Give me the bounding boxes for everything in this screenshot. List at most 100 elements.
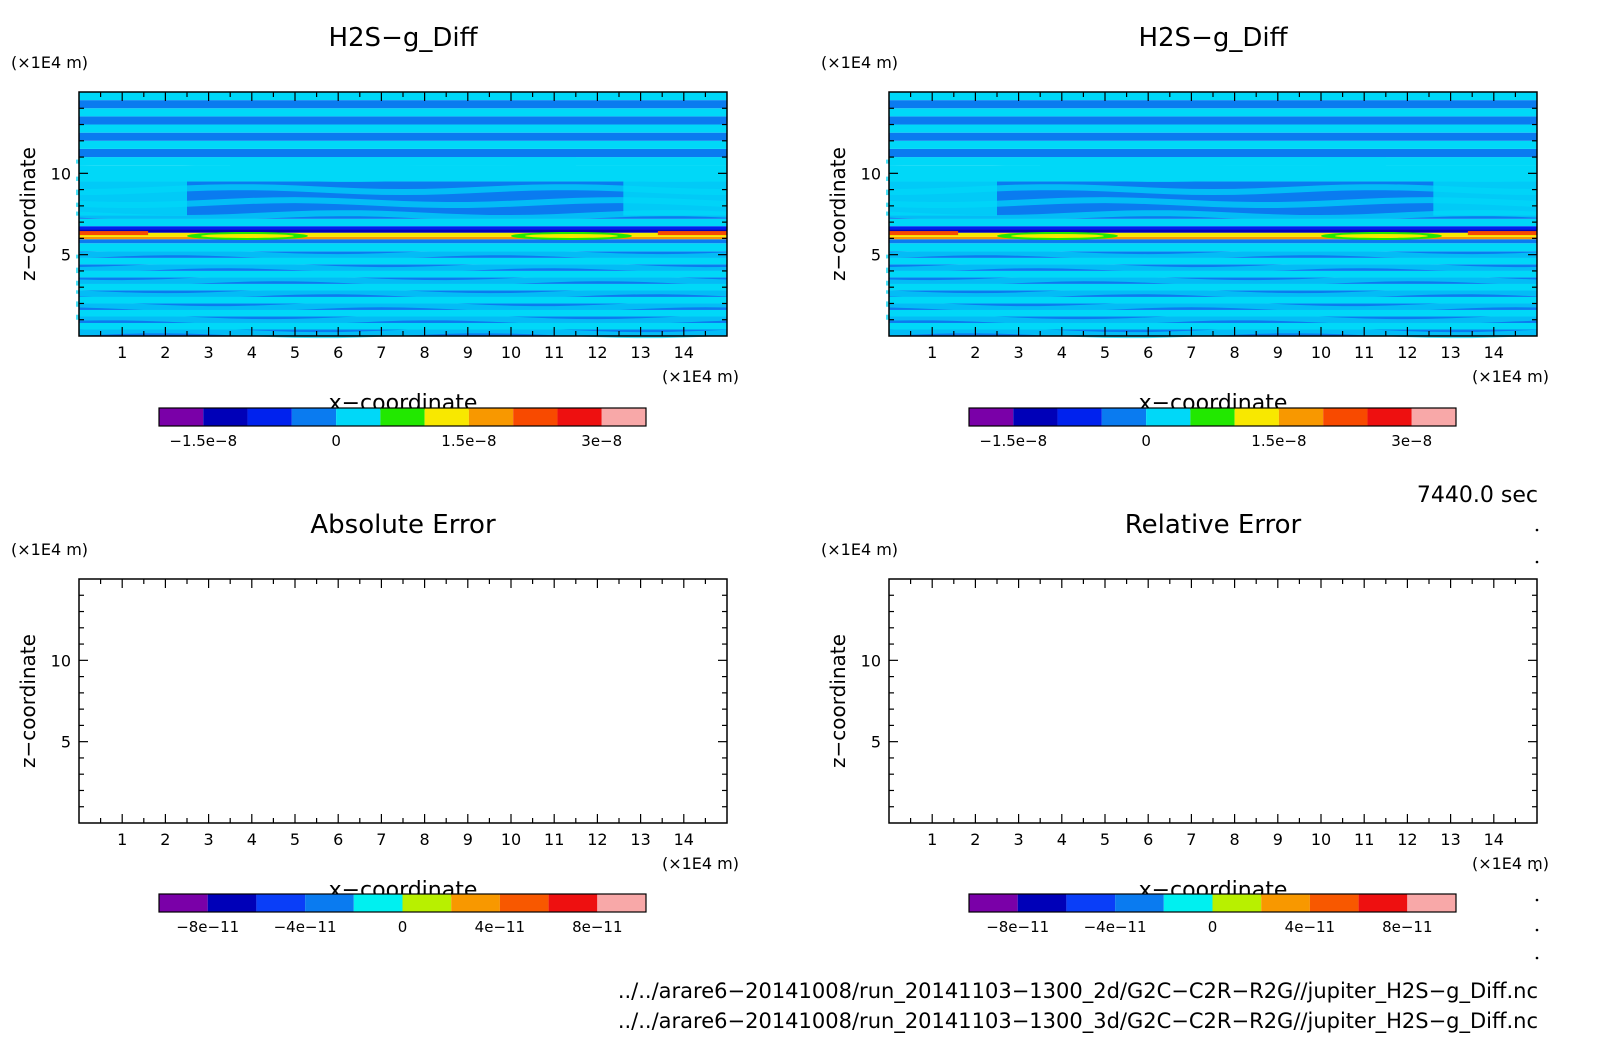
panel-title: Relative Error [1125, 510, 1302, 540]
file-path: ../../arare6−20141008/run_20141103−1300_… [618, 979, 1538, 1004]
field-band [79, 296, 727, 304]
x-tick-label: 5 [290, 343, 300, 362]
colorbar-swatch [207, 894, 257, 912]
colorbar-label: 3e−8 [1391, 432, 1432, 450]
x-tick-label: 8 [1230, 830, 1240, 849]
field-contour [76, 314, 728, 326]
colorbar-swatch [159, 894, 208, 912]
x-tick-label: 14 [1484, 343, 1504, 362]
y-tick-label: 10 [51, 651, 71, 670]
x-tick-label: 10 [1311, 830, 1331, 849]
field-pocket [230, 157, 576, 174]
field-band [79, 226, 727, 230]
field-band [79, 232, 727, 237]
colorbar-swatch [1101, 408, 1147, 426]
colorbar-frame [158, 407, 647, 427]
field-band [889, 100, 1537, 109]
field-band [889, 124, 1537, 133]
colorbar-swatch [1017, 894, 1067, 912]
colorbar-swatch [969, 408, 1014, 426]
colorbar-swatch [159, 408, 204, 426]
panel-title: Absolute Error [310, 510, 496, 540]
y-axis-label: z−coordinate [16, 634, 40, 768]
x-tick-label: 9 [1273, 343, 1283, 362]
colorbar-label: −8e−11 [176, 918, 239, 936]
field-band [889, 232, 1537, 237]
colorbar-swatch [1367, 408, 1412, 426]
field-band [889, 140, 1537, 149]
field-contour [886, 210, 1538, 222]
colorbar-swatch [1278, 408, 1324, 426]
x-tick-label: 7 [376, 343, 386, 362]
colorbar-frame [968, 893, 1457, 913]
colorbar-label: 4e−11 [1285, 918, 1335, 936]
colorbar-swatch [513, 408, 558, 426]
field-edge-strip [657, 231, 727, 236]
margin-dot [1535, 928, 1539, 932]
field-band [79, 132, 727, 141]
colorbar-swatch [557, 408, 602, 426]
field-band [889, 226, 1537, 230]
field-pocket [623, 173, 727, 216]
plot-area [889, 579, 1537, 823]
field-band [889, 283, 1537, 291]
x-tick-label: 5 [1100, 830, 1110, 849]
field-lens-core [200, 233, 295, 238]
colorbar-swatch [402, 894, 452, 912]
colorbar-label: 1.5e−8 [441, 432, 496, 450]
file-path: ../../arare6−20141008/run_20141103−1300_… [618, 1009, 1538, 1034]
colorbar-swatch [468, 408, 514, 426]
colorbar-swatch [1309, 894, 1359, 912]
x-tick-label: 6 [1143, 343, 1153, 362]
colorbar-label: −4e−11 [1084, 918, 1147, 936]
x-tick-label: 4 [1057, 830, 1067, 849]
field-band [889, 218, 1537, 227]
field-lens-core [524, 233, 619, 238]
x-tick-label: 1 [927, 343, 937, 362]
y-tick-label: 10 [51, 164, 71, 183]
x-tick-label: 6 [333, 343, 343, 362]
colorbar-swatch [256, 894, 306, 912]
colorbar-swatch [1323, 408, 1368, 426]
x-tick-label: 3 [204, 830, 214, 849]
x-tick-label: 2 [970, 343, 980, 362]
field-lens-core [1010, 233, 1105, 238]
panel-3: Absolute Error(×1E4 m)1 2 3 4 5 6 7 8 9 10 11 12 13 1… [11, 510, 739, 936]
x-tick-label: 12 [587, 830, 607, 849]
colorbar-swatch [1115, 894, 1164, 912]
field-contour [886, 262, 1538, 274]
x-tick-label: 3 [1014, 830, 1024, 849]
colorbar-label: −1.5e−8 [169, 432, 237, 450]
plot-area [79, 579, 727, 823]
colorbar-swatch [548, 894, 598, 912]
field-band [889, 148, 1537, 158]
x-tick-label: 11 [1354, 830, 1374, 849]
colorbar-swatch [291, 408, 337, 426]
x-tick-label: 11 [544, 343, 564, 362]
colorbar-label: 4e−11 [475, 918, 525, 936]
field-contour [886, 314, 1538, 326]
field-contour [76, 249, 728, 261]
colorbar: −8e−11 −4e−11 0 4e−11 8e−11 [158, 893, 647, 936]
x-tick-label: 14 [674, 343, 694, 362]
colorbar-swatch [1212, 894, 1262, 912]
x-tick-label: 11 [544, 830, 564, 849]
x-tick-label: 10 [501, 343, 521, 362]
margin-dot [1535, 956, 1539, 960]
field-pocket [1040, 157, 1386, 174]
margin-dot [1535, 528, 1539, 532]
field-band [889, 229, 1537, 233]
x-unit-label: (×1E4 m) [662, 854, 739, 873]
colorbar: −1.5e−8 0 1.5e−8 3e−8 [968, 407, 1457, 450]
x-tick-label: 9 [1273, 830, 1283, 849]
field-lens-core [1334, 233, 1429, 238]
x-tick-label: 10 [1311, 343, 1331, 362]
colorbar-swatch [1234, 408, 1279, 426]
x-tick-label: 7 [1186, 830, 1196, 849]
colorbar-swatch [1163, 894, 1213, 912]
colorbar: −1.5e−8 0 1.5e−8 3e−8 [158, 407, 647, 450]
colorbar-swatch [1057, 408, 1102, 426]
field-band [79, 140, 727, 149]
plot-area [886, 92, 1538, 339]
y-axis-label: z−coordinate [16, 147, 40, 281]
